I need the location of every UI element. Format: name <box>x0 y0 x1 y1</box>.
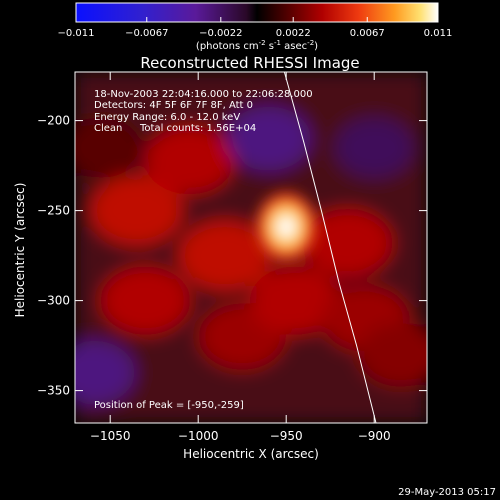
total-counts-text: Total counts: 1.56E+04 <box>139 123 256 134</box>
emission-region <box>302 209 393 277</box>
axis-ticks <box>75 72 427 423</box>
peak-position-text: Position of Peak = [-950,-259] <box>94 400 244 411</box>
colorbar-units: (photons cm-2 s-1 asec-2) <box>196 39 318 52</box>
x-tick-label: −950 <box>270 429 303 443</box>
chart-title: Reconstructed RHESSI Image <box>140 54 359 72</box>
time-range-text: 18-Nov-2003 22:04:16.000 to 22:06:28.000 <box>94 89 313 100</box>
x-axis-label: Heliocentric X (arcsec) <box>183 447 319 461</box>
y-tick-label: −200 <box>37 114 70 128</box>
colorbar-ticks <box>75 17 439 22</box>
colorbar-tick-labels: −0.011 −0.0067 −0.0022 0.0022 0.0067 0.011 <box>57 28 452 39</box>
energy-range-text: Energy Range: 6.0 - 12.0 keV <box>94 112 240 123</box>
negative-region <box>75 340 135 405</box>
x-tick-label: −1050 <box>90 429 131 443</box>
colorbar-tick-label: 0.0067 <box>350 28 385 39</box>
negative-region <box>226 106 311 171</box>
emission-region <box>75 117 141 178</box>
peak-source <box>256 192 317 261</box>
y-tick-label: −250 <box>37 204 70 218</box>
colorbar-tick-label: −0.0022 <box>199 28 242 39</box>
emission-region <box>250 266 340 335</box>
colorbar-gradient <box>75 2 439 23</box>
emission-region <box>178 220 271 291</box>
emission-map <box>75 72 427 423</box>
colorbar-tick-label: −0.011 <box>57 28 94 39</box>
x-tick-label: −900 <box>358 429 391 443</box>
colorbar-tick-label: 0.0022 <box>276 28 311 39</box>
colorbar: −0.011 −0.0067 −0.0022 0.0022 0.0067 0.011 (p… <box>57 2 452 52</box>
emission-region <box>100 266 191 335</box>
emission-region <box>358 322 427 387</box>
plot-area: −1050 −1000 −950 −900 −200 −250 −300 −350 <box>37 71 428 443</box>
y-tick-label: −350 <box>37 384 70 398</box>
negative-region <box>334 117 414 178</box>
emission-region <box>144 126 235 195</box>
observation-info: 18-Nov-2003 22:04:16.000 to 22:06:28.000… <box>94 89 313 134</box>
footer-timestamp: 29-May-2013 05:17 <box>398 487 496 498</box>
plot-frame <box>74 71 428 424</box>
x-tick-label: −1000 <box>178 429 219 443</box>
emission-region <box>90 175 183 246</box>
peak-center <box>277 215 296 238</box>
clean-text: Clean <box>94 123 122 134</box>
detectors-text: Detectors: 4F 5F 6F 7F 8F, Att 0 <box>94 100 253 111</box>
colorbar-tick-label: 0.011 <box>424 28 453 39</box>
axis-tick-labels: −1050 −1000 −950 −900 −200 −250 −300 −350 <box>37 114 391 443</box>
y-tick-label: −300 <box>37 294 70 308</box>
y-axis-label: Heliocentric Y (arcsec) <box>13 183 27 318</box>
solar-limb-line <box>283 72 377 423</box>
colorbar-tick-label: −0.0067 <box>125 28 168 39</box>
